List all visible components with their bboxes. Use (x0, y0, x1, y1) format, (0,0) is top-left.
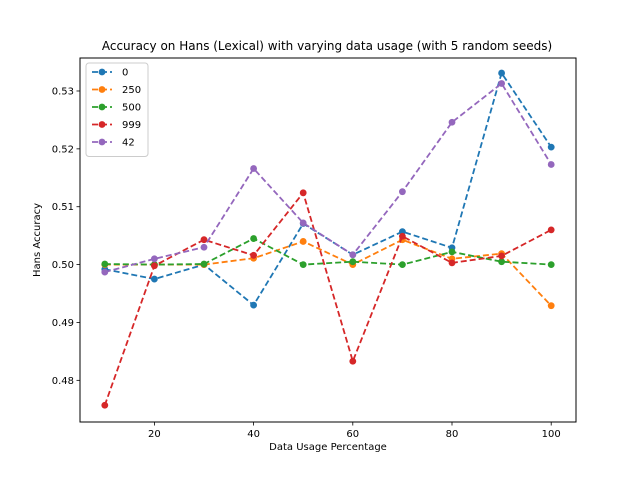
data-point (498, 69, 505, 77)
data-point (101, 268, 109, 276)
data-point (498, 80, 505, 87)
chart-title: Accuracy on Hans (Lexical) with varying … (102, 39, 552, 53)
data-point (151, 255, 158, 263)
data-point (151, 262, 158, 270)
data-point (299, 238, 307, 245)
series-layer (101, 69, 555, 409)
data-point (399, 232, 406, 240)
data-point (250, 301, 257, 309)
x-tick-label: 20 (148, 429, 161, 440)
data-point (448, 259, 456, 267)
legend-item: 0 (92, 68, 128, 79)
data-point (547, 302, 555, 310)
x-axis-ticks: 20 40 60 80 100 (148, 422, 561, 440)
x-axis-label: Data Usage Percentage (269, 442, 387, 453)
data-point (101, 260, 109, 268)
data-point (299, 261, 307, 268)
data-point (498, 258, 505, 266)
plot-frame (79, 57, 577, 423)
data-point (349, 357, 357, 365)
data-point (101, 401, 109, 409)
legend-label: 500 (122, 103, 141, 114)
x-tick-label: 100 (542, 429, 561, 440)
legend-label: 999 (122, 120, 141, 131)
legend-item: 500 (92, 103, 141, 114)
legend-marker (98, 103, 106, 111)
data-point (200, 260, 208, 268)
legend-item: 42 (92, 138, 135, 149)
data-point (250, 165, 257, 172)
series-line-42 (104, 82, 552, 273)
y-tick-label: 0.52 (52, 144, 74, 155)
data-point (200, 236, 208, 244)
series-500 (101, 235, 555, 268)
y-tick-label: 0.53 (52, 86, 74, 97)
data-point (250, 251, 257, 259)
data-point (349, 258, 357, 266)
legend-label: 0 (122, 68, 128, 79)
legend-marker (98, 68, 106, 76)
data-point (448, 118, 456, 126)
legend-label: 42 (122, 138, 135, 149)
data-point (299, 219, 307, 227)
legend-item: 999 (92, 120, 141, 131)
y-tick-label: 0.48 (52, 376, 74, 387)
series-42 (101, 80, 555, 276)
data-point (547, 226, 555, 234)
y-axis-ticks: 0.48 0.49 0.50 0.51 0.52 0.53 (52, 86, 80, 387)
data-point (498, 252, 505, 260)
data-point (151, 275, 158, 283)
x-tick-label: 80 (446, 429, 459, 440)
legend: 0 250 500 999 42 (85, 62, 149, 157)
y-axis-label: Hans Accuracy (32, 203, 43, 277)
data-point (399, 261, 406, 268)
data-point (547, 161, 555, 168)
y-tick-label: 0.49 (52, 318, 74, 329)
data-point (547, 261, 555, 268)
data-point (399, 188, 406, 196)
y-tick-label: 0.50 (52, 260, 74, 271)
legend-marker (98, 138, 106, 146)
series-line-500 (104, 237, 552, 266)
legend-item: 250 (92, 85, 141, 96)
legend-marker (98, 86, 106, 93)
x-tick-label: 60 (346, 429, 359, 440)
legend-label: 250 (122, 85, 141, 96)
data-point (299, 189, 307, 197)
legend-marker (98, 121, 106, 128)
data-point (349, 251, 357, 259)
y-tick-label: 0.51 (52, 202, 74, 213)
data-point (448, 248, 456, 256)
x-tick-label: 40 (247, 429, 260, 440)
data-point (200, 243, 208, 251)
data-point (547, 143, 555, 151)
data-point (250, 235, 257, 242)
